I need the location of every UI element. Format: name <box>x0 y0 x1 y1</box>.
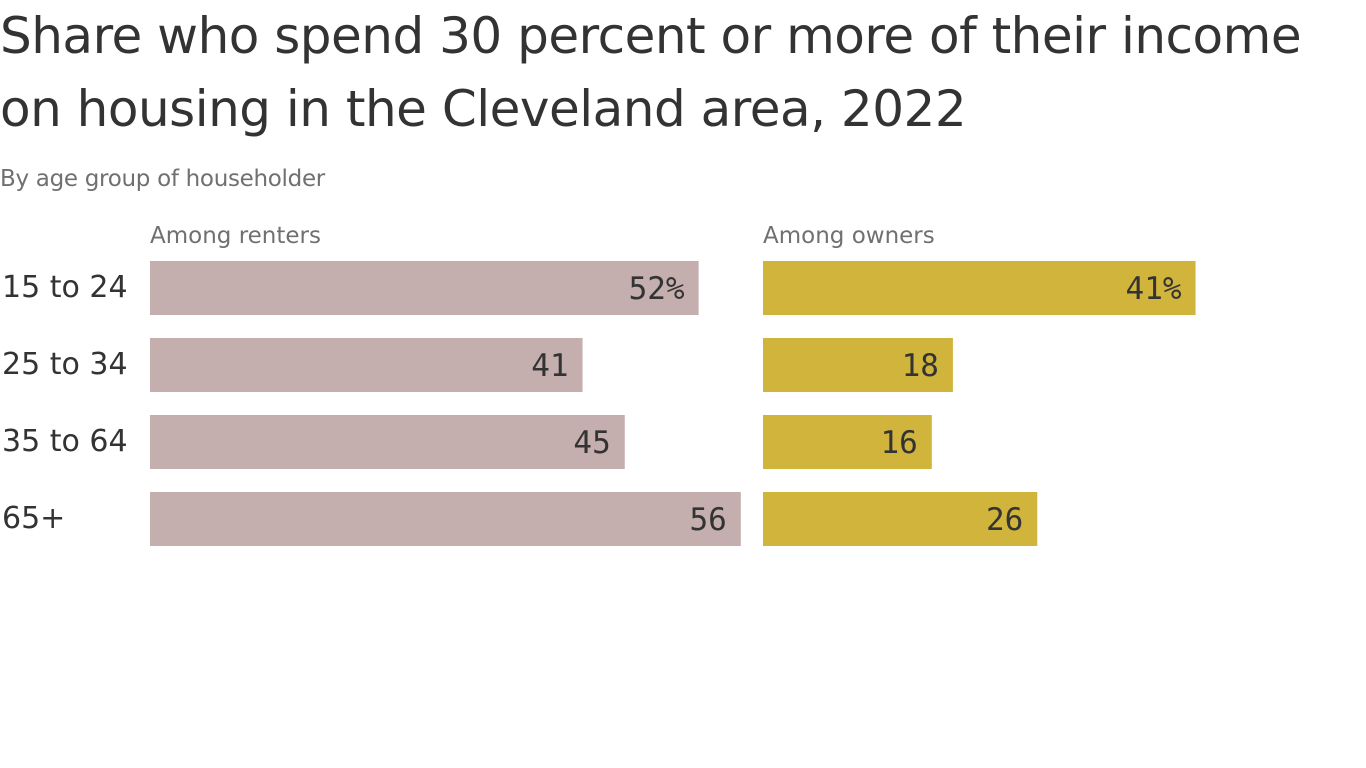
bar <box>763 415 932 469</box>
category-label: 65+ <box>2 501 65 536</box>
bar-value-label: 56 <box>689 502 726 538</box>
bar-value-label: 26 <box>986 502 1023 538</box>
panel-title: Among owners <box>763 223 935 249</box>
chart-subtitle: By age group of householder <box>0 166 325 192</box>
bar <box>763 261 1196 315</box>
chart-title: Share who spend 30 percent or more of th… <box>0 7 1302 138</box>
panel-title: Among renters <box>150 223 321 249</box>
bar <box>763 338 953 392</box>
category-label: 25 to 34 <box>2 347 128 382</box>
bar-value-label: 18 <box>902 348 939 384</box>
bar <box>150 492 741 546</box>
bar-value-label: 41% <box>1126 271 1182 307</box>
bar <box>763 492 1038 546</box>
bar-value-label: 52% <box>629 271 685 307</box>
bar-value-label: 45 <box>573 425 610 461</box>
bar-value-label: 41 <box>531 348 568 384</box>
bar <box>150 338 583 392</box>
bar-value-label: 16 <box>880 425 917 461</box>
category-label: 35 to 64 <box>2 424 128 459</box>
bar <box>150 415 625 469</box>
category-label: 15 to 24 <box>2 270 128 305</box>
bar <box>150 261 699 315</box>
